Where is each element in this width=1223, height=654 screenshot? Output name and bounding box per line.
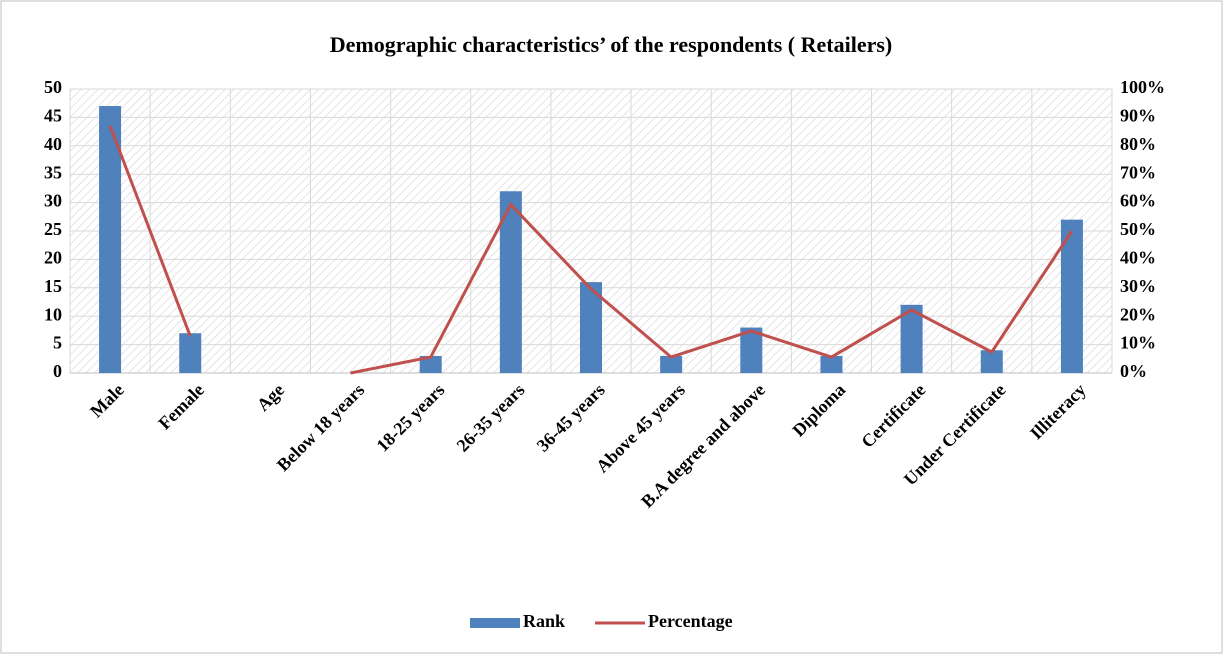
y-tick-label: 15 [44, 276, 62, 296]
line [108, 125, 1074, 375]
y2-tick-label: 90% [1120, 106, 1156, 126]
legend-label: Rank [523, 611, 565, 631]
bar [820, 355, 843, 373]
y2-tick-label: 60% [1120, 191, 1156, 211]
bar [99, 106, 122, 373]
y2-tick-label: 50% [1120, 219, 1156, 239]
y-tick-label: 50 [44, 77, 62, 97]
y-tick-label: 5 [53, 333, 62, 353]
y-tick-label: 40 [44, 134, 62, 154]
y-tick-label: 30 [44, 191, 62, 211]
y-tick-label: 0 [53, 361, 62, 381]
bar [740, 327, 763, 373]
bar [660, 355, 683, 373]
bar [499, 191, 522, 373]
bar [980, 350, 1003, 373]
y-tick-label: 25 [44, 219, 62, 239]
y-tick-label: 10 [44, 304, 62, 324]
y-tick-label: 35 [44, 162, 62, 182]
y2-tick-label: 30% [1120, 276, 1156, 296]
bar [1060, 219, 1083, 373]
bar [900, 304, 923, 373]
y2-tick-label: 0% [1120, 361, 1147, 381]
y2-tick-label: 80% [1120, 134, 1156, 154]
y2-tick-label: 10% [1120, 333, 1156, 353]
bar [580, 282, 602, 373]
y2-tick-label: 20% [1120, 304, 1156, 324]
bar [179, 333, 202, 373]
y-tick-label: 45 [44, 106, 62, 126]
bar [419, 355, 442, 373]
y2-tick-label: 40% [1120, 248, 1156, 268]
y-tick-label: 20 [44, 248, 62, 268]
legend-swatch [470, 618, 520, 628]
y2-tick-label: 70% [1120, 162, 1156, 182]
legend-label: Percentage [648, 611, 733, 631]
y2-tick-label: 100% [1120, 77, 1165, 97]
chart-title: Demographic characteristics’ of the resp… [330, 32, 893, 57]
